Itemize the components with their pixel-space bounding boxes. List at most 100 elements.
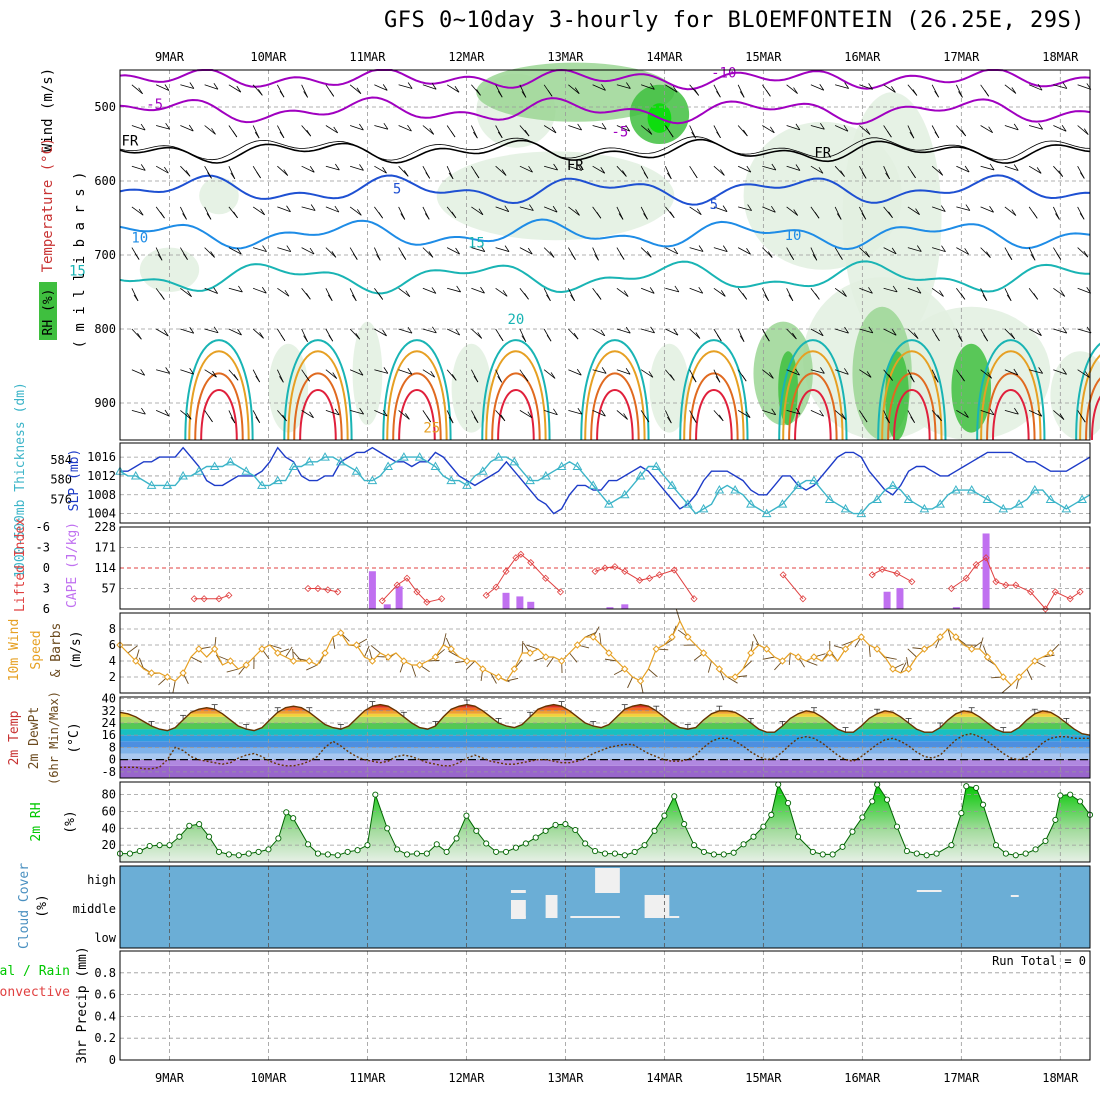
wind-barb [980,206,994,213]
wind-barb [1077,328,1092,334]
li-point [517,550,525,558]
wind-barb-flag [769,126,775,134]
rh-point [839,843,846,850]
wind-barb [1053,410,1065,420]
wind-barb-flag [1010,332,1016,340]
pressure-tick: 600 [94,174,116,188]
wind-barb-flag [448,172,454,180]
wind-barb [786,369,800,376]
wind-barb [883,247,897,255]
cloud-gap [916,890,942,892]
wind-barb [568,165,582,171]
rh-point [1002,850,1009,857]
wind-barb-flag [451,211,457,219]
wind-barb [1053,84,1067,89]
wind-barb-flag [480,245,486,252]
wind-barb-flag [691,131,696,139]
wind-barb [1004,84,1017,94]
wind-barb-10m [585,631,597,638]
cape-bar [527,601,535,609]
wind-barb [301,410,314,419]
rh-point [859,814,866,821]
wind-barb [349,206,362,216]
wind-barb-flag [213,287,218,294]
wind-barb-10m [979,637,984,650]
wind-barb [689,206,702,216]
wind-barb-10m [805,660,818,666]
thickness-point [1061,503,1072,513]
wind-barb-flag [891,329,897,336]
wind-barb-flag [334,408,340,416]
wind-barb-flag [451,374,457,381]
wind-barb-flag [1079,213,1085,220]
wind-barb-flag [793,87,798,94]
cape-bar [982,533,990,609]
wind-barb-flag [164,409,170,417]
wind-barb-flag [812,254,818,261]
wind-speed-point [195,645,203,653]
wind-barb-flag [164,84,170,91]
wind-barb [592,328,606,337]
wind-barb-flag [424,213,430,220]
wind-barb-10m [868,644,871,657]
rh-point [794,833,802,840]
wind-barb-flag [625,368,631,375]
ylabel-2m-temp: 2m Temp [7,710,22,765]
wind-barb-flag [916,287,922,294]
thickness-point [446,475,457,485]
wind-barb-flag [691,416,697,423]
wind-barb-flag [407,326,413,334]
wind-barb [253,247,267,252]
wind-barb [1028,410,1043,417]
wind-barb-flag [964,165,970,173]
wind-barb [471,206,484,216]
wind-barb-flag [233,211,238,219]
date-label-bottom: 16MAR [844,1071,881,1085]
wind-barb-flag [764,294,769,302]
wind-barb-flag [309,247,315,255]
thickness-tick: 584 [50,453,72,467]
rh-point [186,822,193,829]
wind-barb [374,328,387,337]
rh-point [156,842,163,849]
rh-point [136,848,143,855]
rh-point [1067,791,1074,798]
wind-barb [398,287,411,297]
isotherm-diurnal-30 [1090,395,1100,441]
wind-barb [859,369,872,378]
wind-barb [422,328,437,334]
wind-barb-flag [789,253,795,260]
thickness-point [335,456,346,466]
isotherm-diurnal-20 [184,339,254,441]
wind-barb-flag [382,166,387,174]
wind-barb [883,328,897,336]
wind-barb-flag [428,251,434,258]
wind-barb [834,287,847,297]
isotherm-diurnal-20 [382,339,452,441]
rh-point [819,851,826,858]
wind-barb [616,410,628,420]
wind-barb-10m [752,634,760,646]
wind-speed-point [778,657,787,665]
thickness-slp-frame [119,442,1091,524]
thickness-point [698,503,709,513]
wind-barb-10m [427,659,440,662]
wind-barb-10m [226,668,239,673]
rh-point [849,828,856,835]
wind-barb-flag [211,128,216,135]
wind-barb-flag [766,90,771,97]
wind-barb [1077,125,1089,135]
contour-label: 15 [468,236,485,252]
ylabel-2m-rh: 2m RH [29,802,44,841]
wind-barb-flag [1055,213,1060,220]
li-point [1051,588,1059,596]
wind-speed-point [226,657,235,665]
li-point [413,588,421,596]
wind-barb [859,84,873,90]
rh-tick: 40 [102,821,116,835]
wind-barb-flag [1038,367,1043,374]
wind-barb-flag [328,334,334,342]
wind-barb-flag [1058,170,1064,177]
wind-barb [495,247,510,252]
wind-barb [252,206,265,216]
